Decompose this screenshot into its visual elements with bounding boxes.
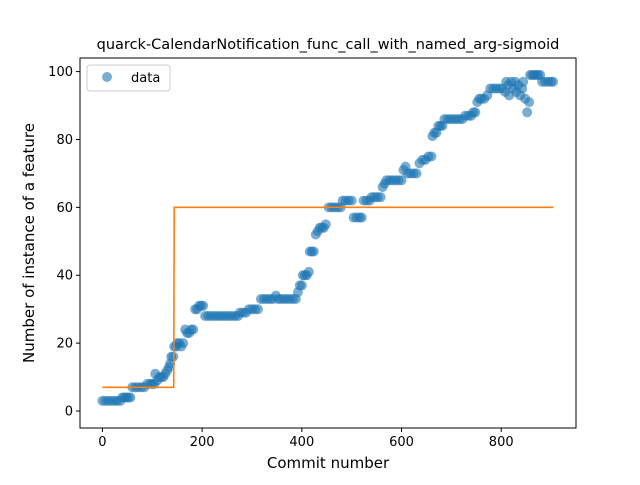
y-tick-label: 80 xyxy=(56,133,73,148)
data-point xyxy=(522,107,533,118)
legend-data-label: data xyxy=(131,71,160,86)
fit-line xyxy=(102,206,554,389)
data-point xyxy=(548,76,559,87)
x-axis-label: Commit number xyxy=(267,454,390,472)
x-tick-label: 0 xyxy=(98,435,106,450)
y-tick-label: 20 xyxy=(56,337,73,352)
y-tick-label: 0 xyxy=(65,405,73,420)
data-point xyxy=(252,304,263,315)
y-tick-label: 40 xyxy=(56,269,73,284)
data-point xyxy=(356,212,367,223)
x-tick-label: 600 xyxy=(389,435,414,450)
y-axis-label: Number of instance of a feature xyxy=(20,123,38,363)
x-tick-label: 400 xyxy=(289,435,314,450)
x-tick-label: 800 xyxy=(489,435,514,450)
data-point xyxy=(426,151,437,162)
x-tick-label: 200 xyxy=(190,435,215,450)
data-point xyxy=(375,192,386,203)
plot-area xyxy=(80,58,576,428)
data-point xyxy=(346,195,357,206)
data-point xyxy=(470,107,481,118)
data-point xyxy=(518,76,529,87)
data-point xyxy=(411,168,422,179)
data-point xyxy=(303,266,314,277)
plot-frame xyxy=(79,57,577,429)
data-point xyxy=(178,338,189,349)
legend-data-marker xyxy=(102,72,112,82)
data-point xyxy=(396,175,407,186)
data-point xyxy=(524,97,535,108)
chart-title: quarck-CalendarNotification_func_call_wi… xyxy=(97,37,560,53)
legend-box xyxy=(86,64,171,92)
y-tick-label: 100 xyxy=(48,65,73,80)
data-point xyxy=(308,246,319,257)
data-point xyxy=(198,300,209,311)
y-tick-label: 60 xyxy=(56,201,73,216)
data-point xyxy=(296,280,307,291)
legend: data xyxy=(86,64,171,92)
data-point xyxy=(188,324,199,335)
data-point xyxy=(125,392,136,403)
data-point xyxy=(320,219,331,230)
